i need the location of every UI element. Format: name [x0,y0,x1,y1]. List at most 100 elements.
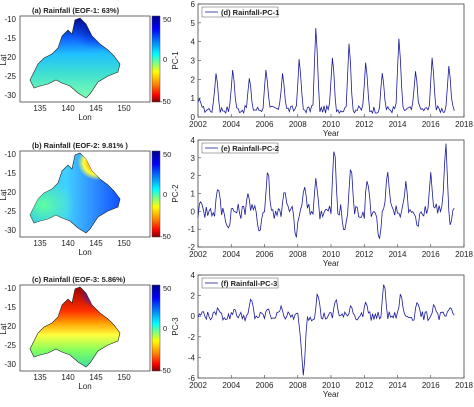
panel-c-blue-north [30,287,120,367]
panel-a-xticks: 135 140 145 150 [33,104,131,113]
panel-b-map: (b) Rainfall (EOF-2: 9.81% ) -10 -15 -20… [0,141,171,257]
panel-e-xtick: 2012 [355,250,373,259]
panel-e-ytick: -1 [188,225,196,234]
panel-c-cb-tick: -50 [160,366,171,375]
panel-e-legend: (e) Rainfall-PC-2 [201,142,279,154]
panel-e-frame [197,139,465,248]
panel-a-ylabel: Lat [0,54,8,66]
panel-e-series-line [197,143,455,239]
panel-e-xtick: 2004 [222,250,240,259]
panel-f-xtick: 2016 [422,381,440,390]
panel-c-ytick: -25 [4,341,16,350]
panel-b-ytick: -25 [4,207,16,216]
panel-e-ytick: 1 [191,190,196,199]
panel-a-ytick: -30 [4,91,16,100]
panel-d-xtick: 2014 [389,120,407,129]
panel-b-ytick: -15 [4,169,16,178]
panel-a-cb-tick: 0 [163,55,167,64]
panel-d-legend: (d) Rainfall-PC-1 [201,6,279,18]
panel-e-xlabel: Year [323,259,340,268]
panel-c-ylabel: Lat [0,323,8,335]
panel-d-ytick: 3 [191,57,196,66]
panel-c-ytick: -20 [4,322,16,331]
panel-d-line-chart: 0 1 2 3 4 5 6 2002 2004 2006 2008 2010 2012 2014 2016 2… [171,0,473,138]
panel-d-xtick: 2018 [455,120,473,129]
panel-c-yticks: -10 -15 -20 -25 -30 [4,284,16,369]
panel-b-xtick: 150 [117,239,131,248]
panel-d-legend-label: (d) Rainfall-PC-1 [221,8,279,17]
panel-f-xtick: 2008 [289,381,307,390]
panel-d-ytick: 1 [191,94,196,103]
panel-b-cb-tick: 0 [163,190,167,199]
panel-f-xtick: 2004 [222,381,240,390]
panel-e-ytick: 2 [191,172,196,181]
panel-c-ytick: -30 [4,360,16,369]
panel-f-legend: (f) Rainfall-PC-3 [201,277,279,289]
panel-e-line-chart: -2 -1 0 1 2 3 4 2002 2004 2006 2008 2010 2012 2014 201… [171,136,473,268]
panel-f-xtick: 2014 [389,381,407,390]
panel-a-yticks: -10 -15 -20 -25 -30 [4,15,16,100]
panel-d-frame [197,3,465,118]
panel-c-map: (c) Rainfall (EOF-3: 5.86%) -10 -15 -20 … [0,275,171,391]
panel-f-ytick: 4 [191,271,196,280]
panel-c-cb-tick: 50 [163,284,171,293]
panel-e-ytick: 3 [191,154,196,163]
panel-b-yticks: -10 -15 -20 -25 -30 [4,150,16,235]
panel-e-ytick: 4 [191,136,196,145]
panel-c-xlabel: Lon [78,382,91,391]
panel-d-ytick: 5 [191,19,196,28]
panel-b-ytick: -20 [4,188,16,197]
panel-d-xlabel: Year [323,129,340,138]
panel-b-xticks: 135 140 145 150 [33,239,131,248]
panel-e-ytick: -2 [188,243,196,252]
panel-a-cb-tick: 50 [163,15,171,24]
panel-f-xtick: 2010 [322,381,340,390]
panel-a-xtick: 140 [61,104,75,113]
panel-b-title: (b) Rainfall (EOF-2: 9.81% ) [32,141,128,150]
panel-b-xtick: 140 [61,239,75,248]
panel-a-ytick: -25 [4,72,16,81]
panel-f-frame [197,274,465,379]
panel-f-ytick: -6 [188,374,196,383]
panel-a-xtick: 135 [33,104,47,113]
panel-a-map: (a) Rainfall (EOF-1: 63%) -10 -15 -20 -2… [0,6,171,122]
panel-c-ytick: -10 [4,284,16,293]
panel-d-xtick: 2004 [222,120,240,129]
panel-e-ytick: 0 [191,207,196,216]
panel-a-title: (a) Rainfall (EOF-1: 63%) [32,6,120,15]
panel-a-xtick: 150 [117,104,131,113]
panel-a-xlabel: Lon [78,113,91,122]
panel-b-ytick: -30 [4,226,16,235]
panel-c-ytick: -15 [4,303,16,312]
panel-d-xtick: 2006 [256,120,274,129]
panel-d-ytick: 0 [191,113,196,122]
panel-b-hot-north [30,153,120,233]
panel-c-xticks: 135 140 145 150 [33,373,131,382]
panel-a-ytick: -15 [4,34,16,43]
panel-f-ytick: 0 [191,312,196,321]
panel-d-ytick: 4 [191,38,196,47]
panel-d-ytick: 6 [191,0,196,9]
panel-f-legend-box [201,277,279,289]
panel-b-cb-tick: -50 [160,232,171,241]
panel-f-series-line [197,284,455,376]
panel-d-ytick: 2 [191,75,196,84]
panel-d-xtick: 2010 [322,120,340,129]
panel-a-ytick: -20 [4,53,16,62]
panel-b-ytick: -10 [4,150,16,159]
panel-e-xtick: 2006 [256,250,274,259]
panel-c-colorbar [151,284,161,372]
panel-e-ylabel: PC-2 [171,184,180,203]
panel-d-ylabel: PC-1 [171,51,180,70]
panel-a-colorbar [151,15,161,103]
panel-f-xtick: 2002 [189,381,207,390]
panel-a-cb-tick: -50 [160,97,171,106]
panel-a-xtick: 145 [89,104,103,113]
panel-f-xtick: 2006 [256,381,274,390]
panel-d-series-line [197,28,455,115]
panel-e-xtick: 2010 [322,250,340,259]
panel-c-xtick: 140 [61,373,75,382]
panel-c-xtick: 145 [89,373,103,382]
panel-f-ylabel: PC-3 [171,317,180,336]
panel-f-xtick: 2012 [355,381,373,390]
